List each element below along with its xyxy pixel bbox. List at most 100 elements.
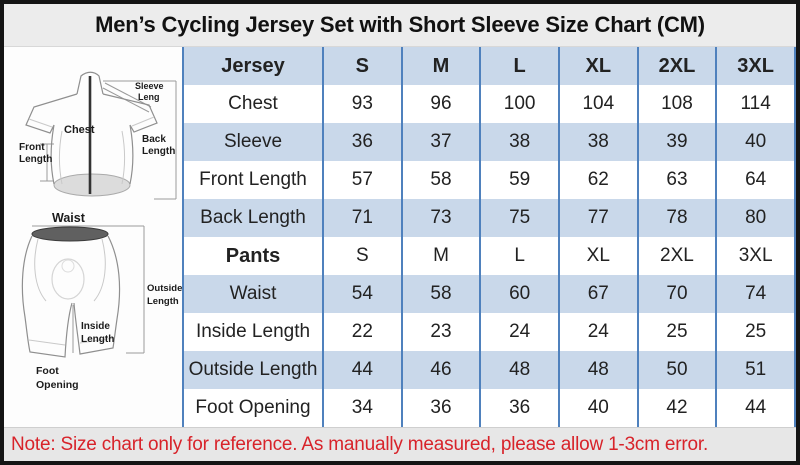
cell-value: 38	[557, 123, 638, 161]
cell-value: 39	[636, 123, 717, 161]
shorts-cuff-lines	[28, 337, 115, 346]
row-label: Waist	[229, 283, 277, 304]
cell-value: 100	[479, 85, 559, 123]
row-label: Outside Length	[188, 359, 318, 380]
shorts-foot-opening-label: Foot	[36, 365, 59, 377]
shorts-outside-length-label: Outside	[147, 283, 182, 294]
jersey-back-length-label: Back	[142, 134, 166, 145]
shorts-inside-length-label: Inside	[81, 321, 110, 332]
cell-value: 63	[636, 161, 717, 199]
jersey-seams	[58, 130, 126, 185]
cell-value: 71	[322, 199, 402, 237]
table-row: Pants S M L XL 2XL 3XL	[183, 237, 795, 275]
measurement-diagrams: Sleeve Leng Chest Front Length Back Leng…	[4, 47, 182, 427]
jersey-collar	[76, 71, 104, 95]
shorts-pad-top	[61, 259, 75, 273]
page-title: Men’s Cycling Jersey Set with Short Slee…	[4, 4, 796, 47]
cell-value: 50	[636, 351, 717, 389]
cell-value: 70	[636, 275, 717, 313]
jersey-left-side	[25, 93, 78, 185]
cell-value: 2XL	[636, 237, 717, 275]
cell-value: 58	[400, 275, 481, 313]
cell-value: 51	[715, 351, 795, 389]
cell-value: 54	[322, 275, 402, 313]
cell-value: 74	[715, 275, 795, 313]
jersey-hem	[53, 173, 131, 197]
cell-value: 104	[557, 85, 638, 123]
shorts-outside-length-label-2: Length	[147, 296, 179, 307]
cell-value: 59	[479, 161, 559, 199]
cell-value: 62	[557, 161, 638, 199]
cell-value: 48	[557, 351, 638, 389]
cell-value: 93	[322, 85, 402, 123]
shorts-diagram-image: Waist Outside Length Inside Length Foot …	[21, 211, 182, 391]
cell-value: S	[322, 237, 402, 275]
cell-value: 40	[557, 389, 638, 427]
jersey-sleeve-label: Sleeve	[135, 81, 164, 91]
cell-value: 22	[322, 313, 402, 351]
shorts-foot-opening-label-2: Opening	[36, 379, 79, 391]
jersey-front-length-label: Front	[19, 142, 45, 153]
shorts-pad	[51, 258, 85, 300]
cell-value: 96	[400, 85, 481, 123]
cell-value: M	[400, 237, 481, 275]
cell-value: 23	[400, 313, 481, 351]
cell-value: 80	[715, 199, 795, 237]
jersey-cuff-lines	[28, 116, 155, 128]
row-label: Sleeve	[223, 131, 283, 152]
jersey-back-length-line	[154, 81, 177, 200]
cell-value: 64	[715, 161, 795, 199]
cell-value: 42	[636, 389, 717, 427]
jersey-right-side	[102, 93, 158, 185]
cell-value: 36	[400, 389, 481, 427]
cell-value: M	[400, 47, 481, 85]
cell-value: 25	[636, 313, 717, 351]
jersey-front-length-label-2: Length	[19, 154, 52, 165]
cell-value: 57	[322, 161, 402, 199]
cell-value: 36	[479, 389, 559, 427]
table-row: Front Length 57 58 59 62 63 64	[183, 161, 795, 199]
cell-value: 60	[479, 275, 559, 313]
shorts-outside-length-line	[126, 226, 145, 354]
table-row: Foot Opening 34 36 36 40 42 44	[183, 389, 795, 427]
table-row: Chest 93 96 100 104 108 114	[183, 85, 795, 123]
row-label: Jersey	[221, 54, 285, 77]
cell-value: 46	[400, 351, 481, 389]
size-table-body: Jersey S M L XL 2XL 3XL Chest 93 96 100 104 108 114 Sl…	[183, 47, 795, 427]
cell-value: 3XL	[715, 237, 795, 275]
shorts-waist-label: Waist	[52, 211, 86, 225]
jersey-back-length-label-2: Length	[142, 146, 175, 157]
cell-value: 58	[400, 161, 481, 199]
shorts-right-leg	[73, 235, 121, 355]
main-content: Sleeve Leng Chest Front Length Back Leng…	[4, 47, 796, 427]
cell-value: L	[479, 47, 559, 85]
table-row: Jersey S M L XL 2XL 3XL	[183, 47, 795, 85]
shorts-hip-seams	[34, 238, 106, 302]
cell-value: 108	[636, 85, 717, 123]
cell-value: 114	[715, 85, 795, 123]
cell-value: 73	[400, 199, 481, 237]
note-bar: Note: Size chart only for reference. As …	[4, 427, 796, 461]
cell-value: XL	[557, 237, 638, 275]
cell-value: 38	[479, 123, 559, 161]
cell-value: 67	[557, 275, 638, 313]
cell-value: 40	[715, 123, 795, 161]
table-row: Inside Length 22 23 24 24 25 25	[183, 313, 795, 351]
cell-value: 48	[479, 351, 559, 389]
row-label: Pants	[225, 244, 281, 267]
row-label: Back Length	[200, 207, 306, 228]
cell-value: 37	[400, 123, 481, 161]
cell-value: 75	[479, 199, 559, 237]
table-row: Sleeve 36 37 38 38 39 40	[183, 123, 795, 161]
jersey-diagram-image: Sleeve Leng Chest Front Length Back Leng…	[19, 71, 177, 200]
note-text: Note: Size chart only for reference. As …	[11, 433, 709, 455]
cell-value: 44	[322, 351, 402, 389]
shorts-inside-length-label-2: Length	[81, 334, 114, 345]
row-label: Inside Length	[195, 321, 311, 342]
cell-value: 25	[715, 313, 795, 351]
jersey-sleeve-label-2: Leng	[138, 92, 160, 102]
row-label: Foot Opening	[195, 397, 311, 418]
cell-value: 44	[715, 389, 795, 427]
cell-value: S	[322, 47, 402, 85]
